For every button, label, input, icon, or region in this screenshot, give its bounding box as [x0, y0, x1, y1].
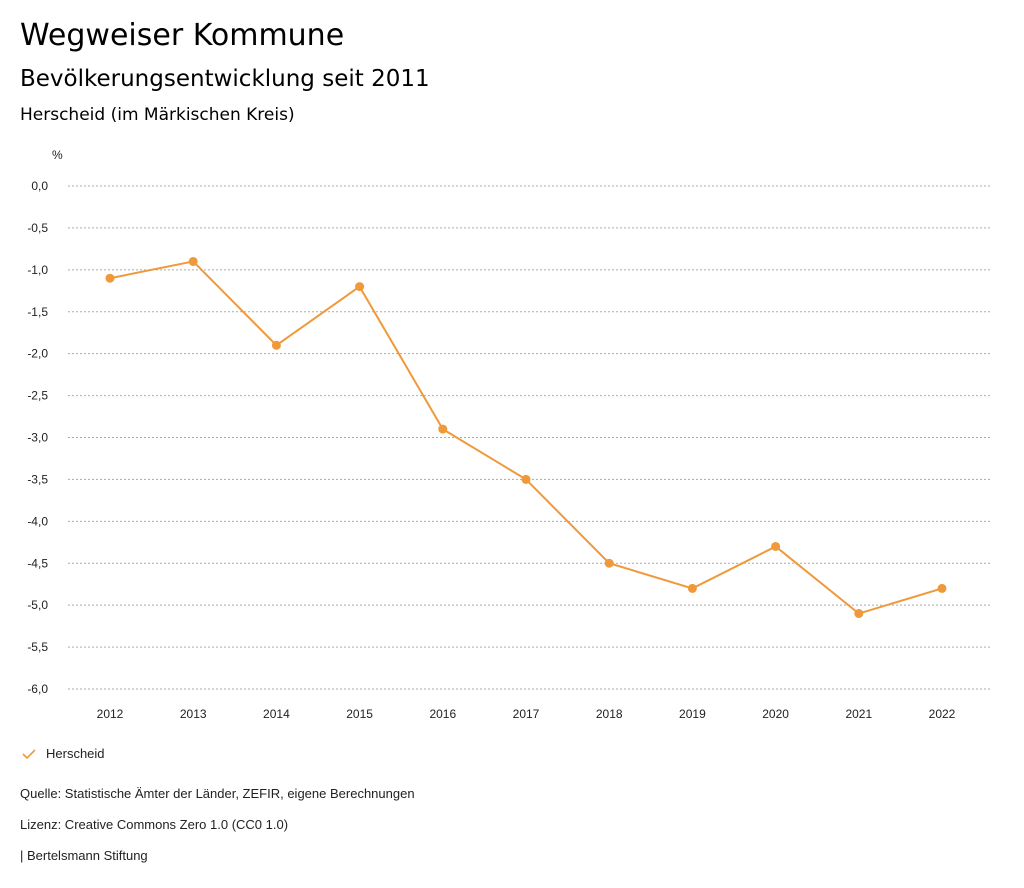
y-tick-label: -4,5 — [27, 556, 48, 570]
x-tick-label: 2015 — [346, 707, 373, 721]
x-tick-label: 2018 — [596, 707, 623, 721]
legend-label: Herscheid — [46, 746, 105, 761]
x-tick-label: 2014 — [263, 707, 290, 721]
y-tick-label: 0,0 — [31, 179, 48, 193]
page-title: Wegweiser Kommune — [20, 18, 345, 53]
data-point — [854, 609, 864, 619]
y-tick-label: -6,0 — [27, 682, 48, 696]
y-tick-label: -2,0 — [27, 347, 48, 361]
data-point — [271, 340, 281, 350]
y-tick-label: -1,5 — [27, 305, 48, 319]
license-note: Lizenz: Creative Commons Zero 1.0 (CC0 1… — [20, 817, 289, 832]
check-icon — [22, 748, 36, 759]
data-point — [604, 558, 614, 568]
x-tick-label: 2013 — [180, 707, 207, 721]
data-point — [937, 583, 947, 593]
y-tick-label: -5,5 — [27, 640, 48, 654]
chart-subtitle: Bevölkerungsentwicklung seit 2011 — [20, 66, 430, 92]
x-tick-label: 2017 — [513, 707, 540, 721]
y-tick-label: -5,0 — [27, 598, 48, 612]
y-tick-label: -3,5 — [27, 472, 48, 486]
data-point — [355, 282, 365, 292]
y-tick-label: -3,0 — [27, 431, 48, 445]
data-point — [105, 273, 115, 283]
line-chart: % 0,0 -0,5 -1,0 -1,5 -2,0 -2,5 -3,0 -3,5 -4,0 -4,5… — [27, 148, 990, 721]
y-axis-label: % — [52, 148, 63, 162]
data-point — [687, 583, 697, 593]
data-point — [188, 256, 198, 266]
data-point — [771, 541, 781, 551]
data-point — [438, 424, 448, 434]
y-tick-label: -1,0 — [27, 263, 48, 277]
legend-item-herscheid[interactable]: Herscheid — [22, 746, 105, 761]
x-tick-label: 2016 — [429, 707, 456, 721]
x-tick-label: 2022 — [929, 707, 956, 721]
brand-note: | Bertelsmann Stiftung — [20, 848, 148, 863]
source-note: Quelle: Statistische Ämter der Länder, Z… — [20, 786, 415, 801]
y-tick-label: -0,5 — [27, 221, 48, 235]
x-tick-label: 2019 — [679, 707, 706, 721]
x-tick-label: 2021 — [845, 707, 872, 721]
x-tick-label: 2020 — [762, 707, 789, 721]
data-point — [521, 474, 531, 484]
y-tick-label: -4,0 — [27, 514, 48, 528]
y-tick-label: -2,5 — [27, 389, 48, 403]
x-tick-label: 2012 — [97, 707, 124, 721]
region-label: Herscheid (im Märkischen Kreis) — [20, 105, 295, 125]
